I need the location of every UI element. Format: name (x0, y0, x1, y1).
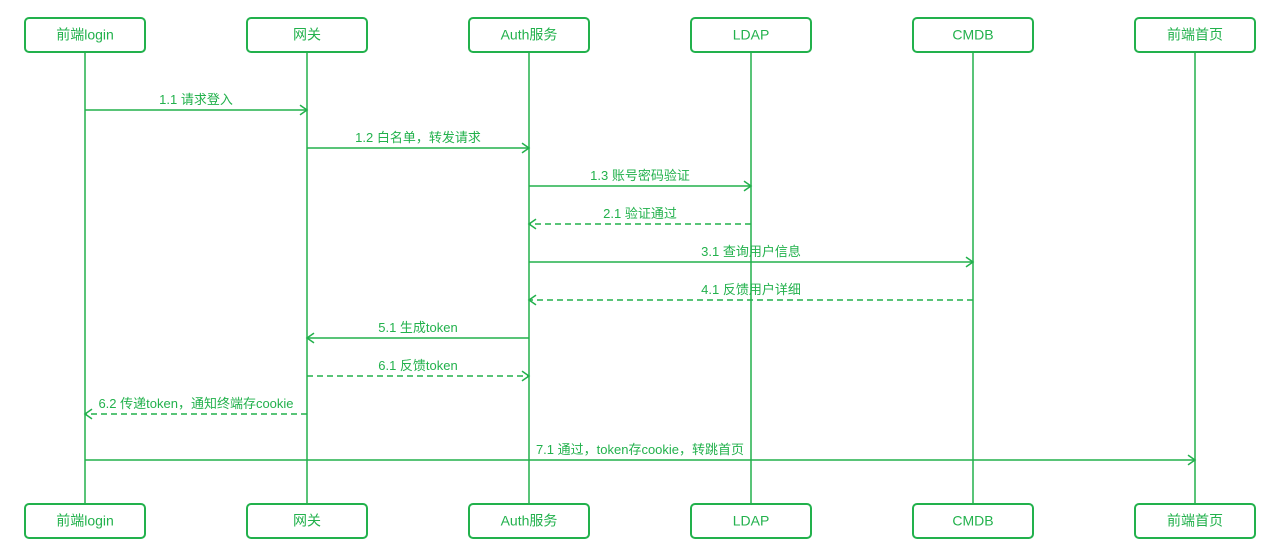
message-label: 3.1 查询用户信息 (701, 244, 801, 259)
actor-label: 前端login (56, 27, 114, 43)
message-4: 2.1 验证通过 (529, 206, 751, 229)
actor-frontend-home: 前端首页 (1135, 18, 1255, 52)
message-label: 1.2 白名单，转发请求 (355, 130, 481, 145)
actor-gateway: 网关 (247, 504, 367, 538)
actor-gateway: 网关 (247, 18, 367, 52)
message-1: 1.1 请求登入 (85, 92, 307, 115)
actor-label: 网关 (293, 513, 321, 529)
sequence-diagram: 前端login网关Auth服务LDAPCMDB前端首页前端login网关Auth… (0, 0, 1280, 560)
message-7: 5.1 生成token (307, 320, 529, 343)
actor-label: 前端首页 (1167, 513, 1223, 529)
actor-label: LDAP (733, 513, 770, 529)
actor-label: 网关 (293, 27, 321, 43)
actor-label: Auth服务 (501, 513, 558, 529)
actor-label: CMDB (952, 513, 993, 529)
actor-frontend-login: 前端login (25, 504, 145, 538)
message-label: 6.2 传递token，通知终端存cookie (98, 396, 293, 411)
actor-frontend-login: 前端login (25, 18, 145, 52)
message-10: 7.1 通过，token存cookie，转跳首页 (85, 442, 1195, 465)
message-label: 6.1 反馈token (378, 358, 458, 373)
actor-cmdb: CMDB (913, 18, 1033, 52)
actor-auth-service: Auth服务 (469, 18, 589, 52)
actor-label: Auth服务 (501, 27, 558, 43)
message-8: 6.1 反馈token (307, 358, 529, 381)
actor-label: 前端login (56, 513, 114, 529)
actor-auth-service: Auth服务 (469, 504, 589, 538)
message-label: 7.1 通过，token存cookie，转跳首页 (536, 442, 744, 457)
message-label: 1.3 账号密码验证 (590, 168, 690, 183)
message-label: 1.1 请求登入 (159, 92, 233, 107)
actor-frontend-home: 前端首页 (1135, 504, 1255, 538)
actor-label: 前端首页 (1167, 27, 1223, 43)
actor-ldap: LDAP (691, 18, 811, 52)
actor-ldap: LDAP (691, 504, 811, 538)
message-label: 4.1 反馈用户详细 (701, 282, 801, 297)
actor-cmdb: CMDB (913, 504, 1033, 538)
actor-label: LDAP (733, 27, 770, 43)
message-label: 2.1 验证通过 (603, 206, 677, 221)
actor-label: CMDB (952, 27, 993, 43)
message-label: 5.1 生成token (378, 320, 458, 335)
message-2: 1.2 白名单，转发请求 (307, 130, 529, 153)
message-9: 6.2 传递token，通知终端存cookie (85, 396, 307, 419)
message-3: 1.3 账号密码验证 (529, 168, 751, 191)
